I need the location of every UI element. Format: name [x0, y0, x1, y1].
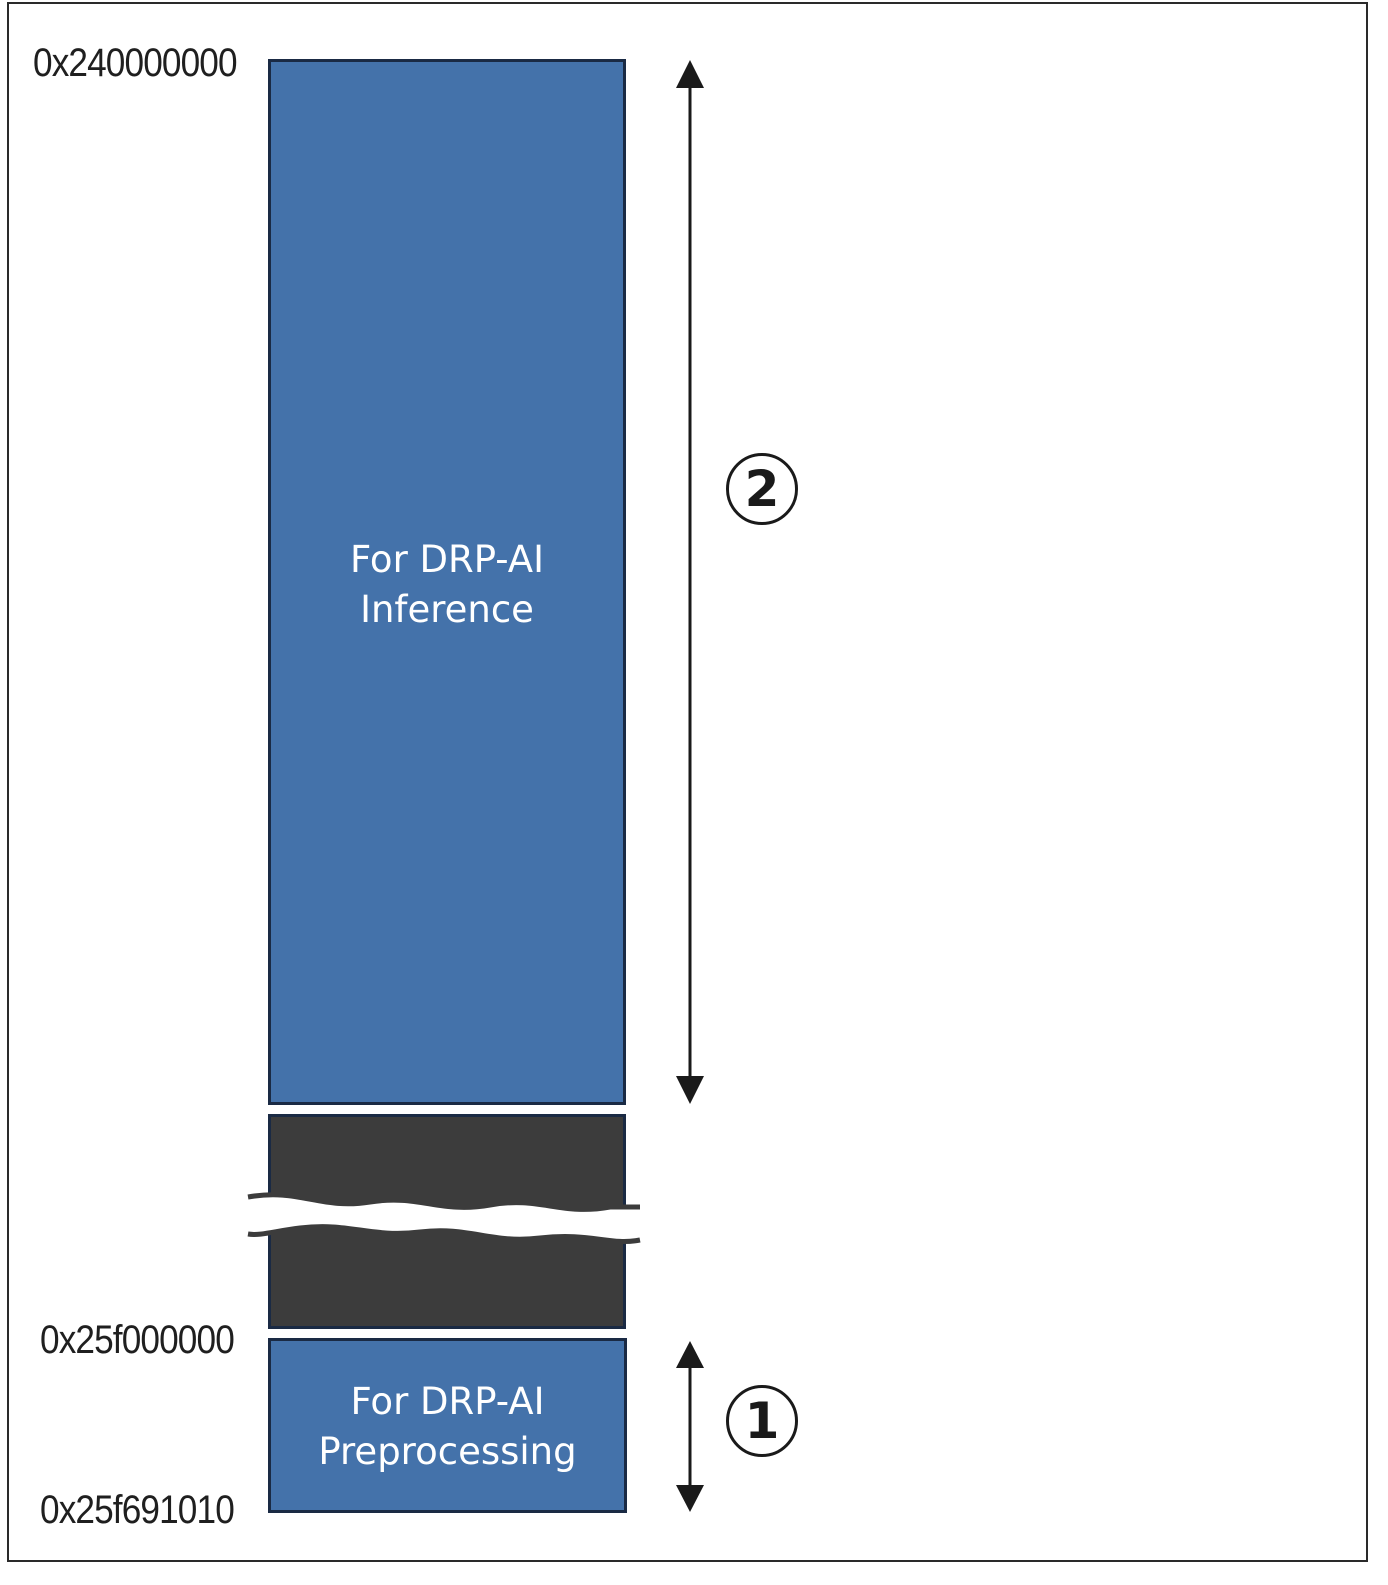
diagram-frame	[7, 2, 1368, 1562]
preprocessing-marker: 1	[726, 1385, 798, 1457]
preprocessing-span-arrow-icon	[676, 1341, 704, 1512]
inference-region-label: For DRP-AI Inference	[271, 535, 623, 635]
preprocessing-label-line2: Preprocessing	[318, 1430, 577, 1473]
inference-marker: 2	[726, 453, 798, 525]
address-bottom: 0x25f691010	[40, 1488, 235, 1532]
inference-region: For DRP-AI Inference	[268, 59, 626, 1105]
inference-span-arrow-icon	[676, 60, 704, 1104]
preprocessing-region-label: For DRP-AI Preprocessing	[271, 1377, 624, 1477]
inference-label-line2: Inference	[360, 588, 534, 631]
address-top: 0x240000000	[33, 41, 238, 85]
address-middle: 0x25f000000	[40, 1318, 235, 1362]
inference-label-line1: For DRP-AI	[349, 538, 545, 581]
wavy-break-icon	[247, 1192, 641, 1245]
preprocessing-label-line1: For DRP-AI	[350, 1380, 545, 1423]
preprocessing-region: For DRP-AI Preprocessing	[268, 1338, 627, 1513]
